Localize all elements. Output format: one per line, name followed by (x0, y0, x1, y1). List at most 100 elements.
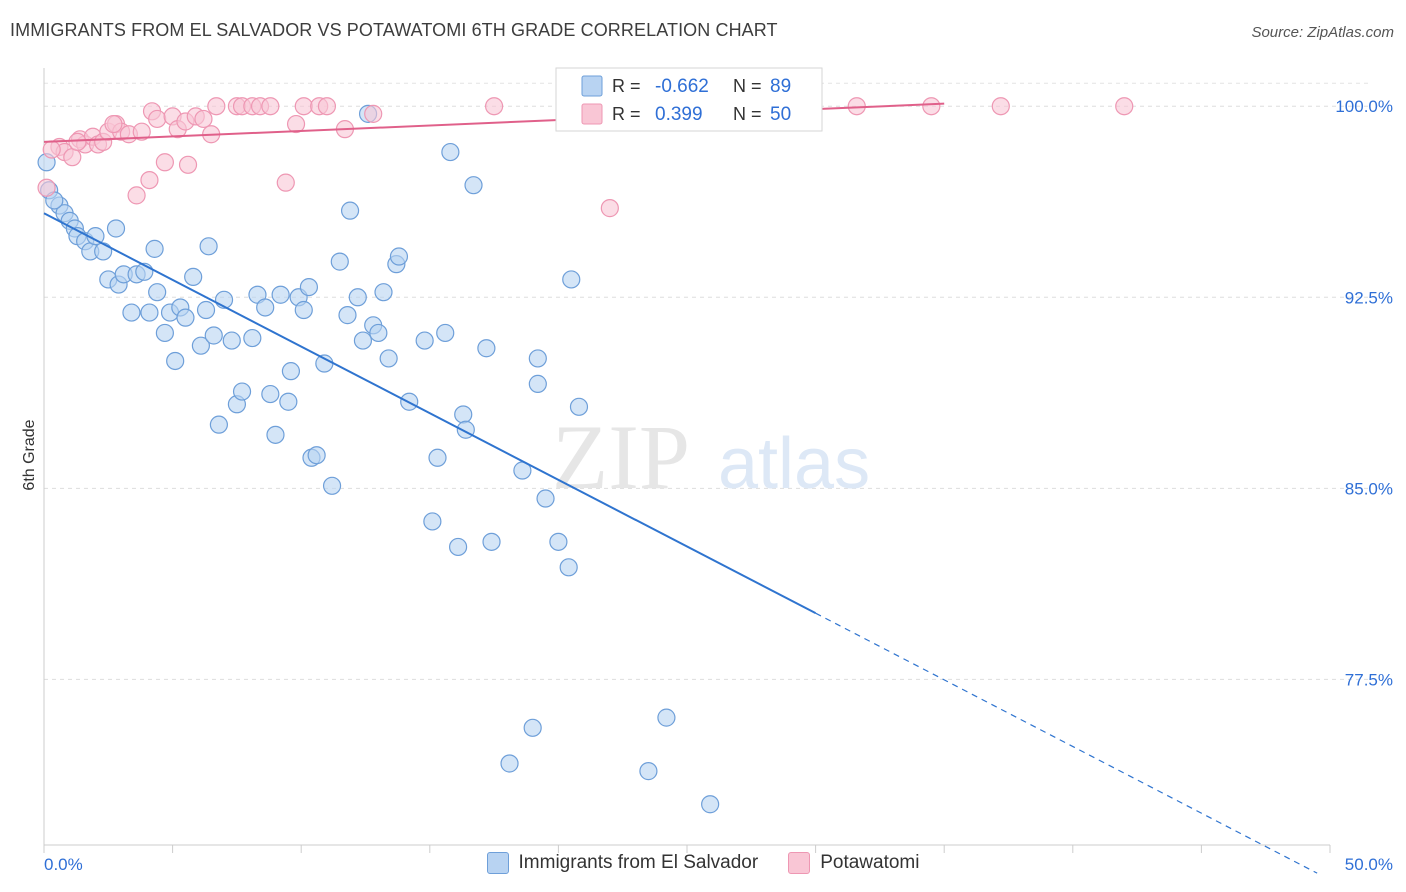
el-salvador-point-18 (140, 303, 159, 322)
y-tick-label-2: 92.5% (1345, 288, 1393, 307)
legend-swatch-blue (486, 852, 509, 874)
el-salvador-point-31 (209, 415, 228, 434)
potawatomi-point-14 (132, 122, 151, 141)
el-salvador-point-79 (536, 489, 555, 508)
el-salvador-point-25 (176, 308, 195, 327)
stats-n-label-1: N = (733, 104, 762, 124)
y-tick-label-3: 100.0% (1335, 97, 1393, 116)
el-salvador-point-72 (464, 176, 483, 195)
el-salvador-point-83 (569, 397, 589, 416)
potawatomi-point-48 (68, 132, 87, 151)
potawatomi-point-24 (194, 109, 213, 129)
el-salvador-point-26 (184, 267, 203, 286)
el-salvador-point-15 (122, 303, 141, 322)
stats-r-label-1: R = (612, 104, 641, 124)
stats-r-value-0: -0.662 (655, 76, 709, 97)
el-salvador-point-52 (338, 306, 357, 325)
el-salvador-point-41 (271, 285, 290, 304)
potawatomi-point-47 (42, 140, 61, 159)
legend-item-potawatomi[interactable]: Potawatomi (788, 852, 919, 874)
series-legend: Immigrants from El Salvador Potawatomi (0, 852, 1406, 874)
el-salvador-point-66 (428, 448, 447, 467)
el-salvador-point-33 (222, 331, 241, 350)
stats-r-label-0: R = (612, 76, 641, 96)
el-salvador-point-20 (148, 283, 167, 302)
el-salvador-point-28 (196, 300, 216, 320)
el-salvador-point-80 (549, 532, 568, 551)
el-salvador-point-59 (374, 283, 393, 302)
legend-item-el-salvador[interactable]: Immigrants from El Salvador (486, 852, 759, 874)
el-salvador-point-40 (266, 425, 285, 444)
legend-label-el-salvador: Immigrants from El Salvador (518, 852, 759, 873)
el-salvador-point-10 (94, 242, 113, 261)
potawatomi-point-46 (1115, 97, 1134, 116)
stats-r-value-1: 0.399 (655, 104, 703, 125)
el-salvador-point-53 (340, 201, 360, 220)
potawatomi-point-26 (207, 97, 226, 116)
el-salvador-point-48 (307, 446, 326, 465)
potawatomi-point-22 (178, 155, 198, 174)
el-salvador-point-65 (423, 512, 442, 531)
el-salvador-point-67 (436, 323, 455, 343)
potawatomi-point-38 (364, 104, 383, 123)
el-salvador-trend-extension (815, 612, 1318, 874)
el-salvador-point-73 (477, 339, 496, 358)
el-salvador-point-42 (279, 392, 298, 411)
el-salvador-point-85 (657, 708, 676, 727)
el-salvador-point-30 (204, 326, 223, 345)
el-salvador-point-74 (482, 532, 501, 551)
stats-swatch-pink (581, 103, 603, 125)
el-salvador-point-68 (441, 142, 460, 162)
el-salvador-point-64 (415, 331, 434, 350)
el-salvador-point-51 (330, 252, 349, 271)
el-salvador-point-45 (294, 300, 313, 320)
potawatomi-point-3 (63, 148, 82, 167)
el-salvador-point-38 (256, 298, 275, 317)
el-salvador-point-39 (261, 384, 280, 404)
el-salvador-point-60 (379, 349, 398, 368)
el-salvador-point-82 (562, 270, 581, 289)
potawatomi-point-31 (261, 97, 280, 116)
potawatomi-point-34 (294, 97, 313, 116)
el-salvador-point-55 (353, 331, 373, 350)
el-salvador-point-35 (232, 382, 252, 401)
el-salvador-point-21 (155, 323, 174, 343)
el-salvador-point-62 (389, 247, 409, 266)
y-tick-label-1: 85.0% (1345, 479, 1393, 498)
el-salvador-point-86 (701, 795, 720, 814)
chart-title: IMMIGRANTS FROM EL SALVADOR VS POTAWATOM… (10, 20, 778, 40)
el-salvador-point-58 (369, 323, 388, 343)
source-label: Source: ZipAtlas.com (1251, 24, 1394, 41)
potawatomi-point-13 (127, 186, 146, 205)
el-salvador-point-19 (145, 239, 164, 258)
watermark-zip: ZIP (552, 406, 690, 508)
potawatomi-point-41 (600, 199, 619, 218)
potawatomi-point-39 (485, 97, 504, 116)
el-salvador-point-84 (639, 762, 658, 781)
el-salvador-point-27 (191, 336, 210, 355)
potawatomi-point-45 (991, 97, 1010, 116)
el-salvador-point-81 (559, 558, 578, 577)
potawatomi-point-0 (37, 178, 56, 197)
x-tick-label-0: 0.0% (44, 855, 83, 874)
el-salvador-point-87 (500, 754, 519, 773)
el-salvador-point-77 (528, 349, 547, 368)
el-salvador-point-29 (199, 237, 218, 256)
legend-swatch-pink (788, 852, 811, 874)
potawatomi-point-18 (155, 153, 174, 172)
stats-n-value-0: 89 (770, 76, 791, 97)
el-salvador-point-50 (322, 476, 342, 495)
potawatomi-point-36 (317, 97, 337, 116)
potawatomi-point-33 (286, 114, 306, 134)
potawatomi-point-32 (276, 173, 295, 192)
el-salvador-trend-line (43, 212, 817, 615)
el-salvador-point-78 (528, 374, 547, 393)
el-salvador-point-43 (281, 362, 301, 381)
el-salvador-point-23 (166, 351, 185, 371)
potawatomi-point-49 (104, 114, 123, 134)
el-salvador-point-36 (243, 328, 262, 348)
watermark-atlas: atlas (718, 424, 870, 504)
y-tick-label-0: 77.5% (1345, 670, 1393, 689)
legend-label-potawatomi: Potawatomi (820, 852, 920, 873)
